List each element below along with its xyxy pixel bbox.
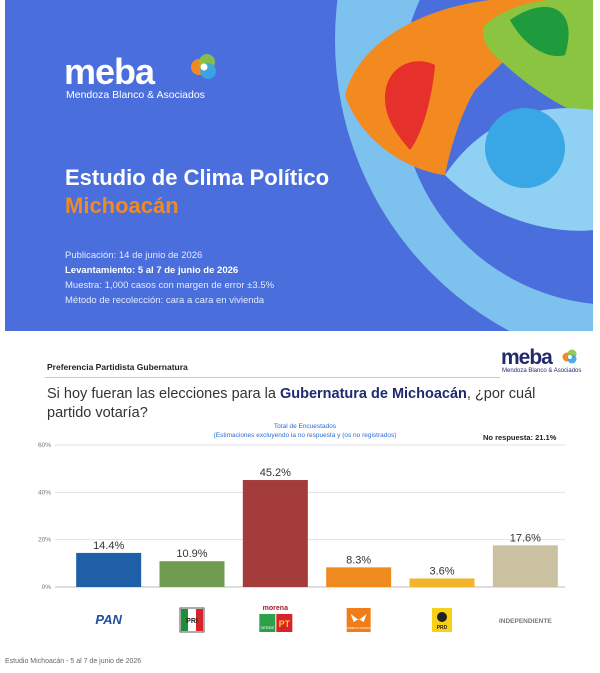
sample-info: Muestra: 1,000 casos con margen de error… — [65, 280, 275, 291]
logo-mark-icon — [562, 349, 577, 364]
bar-6 — [492, 545, 558, 587]
cover-logo-subtitle: Mendoza Blanco & Asociados — [66, 89, 205, 101]
section-divider — [45, 377, 500, 378]
bar-1 — [76, 552, 142, 587]
bar-chart: 0% 20% 40% 60% 14.4% 10.9% 45.2% 8.3% 3.6% 17.6% P… — [38, 442, 565, 633]
footer-text: Estudio Michoacán - 5 al 7 de junio de 2… — [5, 658, 142, 665]
question-text-bold: Gubernatura de Michoacán — [279, 386, 467, 402]
pt-logo-text: PT — [279, 619, 291, 629]
bar-value-label: 45.2% — [260, 467, 291, 479]
bar-2 — [159, 561, 225, 587]
question-text-end: , ¿por cuál partido votaría? — [47, 386, 536, 421]
pt-logo-box — [276, 614, 293, 632]
pri-logo-green — [181, 609, 188, 631]
y-tick-label: 0% — [42, 584, 52, 591]
survey-question: Si hoy fueran las elecciones para la Gub… — [47, 385, 567, 423]
y-tick-label: 20% — [38, 537, 51, 544]
legend-line-note: (Estimaciones excluyendo la no respuesta… — [213, 432, 397, 439]
chart-slide: Preferencia Partidista Gubernatura meba … — [5, 340, 593, 673]
slide-logo-subtitle: Mendoza Blanco & Asociados — [502, 368, 582, 374]
slide-logo: meba — [501, 346, 553, 369]
section-title: Preferencia Partidista Gubernatura — [47, 362, 188, 372]
bar-4 — [326, 567, 392, 587]
deco-red-petal — [384, 61, 435, 150]
cover-decoration — [335, 0, 593, 331]
independiente-label: INDEPENDIENTE — [499, 618, 552, 625]
cover-slide: meba Mendoza Blanco & Asociados Estudio … — [5, 0, 593, 331]
bar-value-label: 8.3% — [346, 554, 371, 566]
verde-logo-text: VERDE — [260, 625, 274, 630]
legend-line-total: Total de Encuestados — [273, 423, 337, 430]
bar-5 — [409, 578, 475, 587]
fieldwork-dates: Levantamiento: 5 al 7 de junio de 2026 — [65, 265, 239, 276]
verde-logo-box — [259, 614, 276, 632]
pri-logo-red — [196, 609, 203, 631]
bar-value-label: 17.6% — [510, 532, 541, 544]
pri-logo-text: PRI — [186, 618, 198, 625]
cover-subtitle: Michoacán — [65, 193, 179, 218]
publication-date: Publicación: 14 de junio de 2026 — [65, 250, 203, 261]
question-text-start: Si hoy fueran las elecciones para la — [47, 386, 280, 402]
no-response-label: No respuesta: 21.1% — [483, 433, 557, 442]
mc-logo-text: MOVIMIENTO CIUDADANO — [342, 626, 375, 630]
method-info: Método de recolección: cara a cara en vi… — [65, 295, 265, 306]
bar-value-label: 14.4% — [93, 540, 124, 552]
pan-logo: PAN — [95, 612, 122, 627]
mc-logo-eagle — [350, 614, 367, 622]
morena-logo: morena — [263, 605, 288, 612]
cover-title: Estudio de Clima Político — [65, 165, 330, 190]
bar-3 — [242, 480, 308, 587]
bar-value-label: 3.6% — [429, 565, 454, 577]
cover-logo: meba — [64, 51, 155, 92]
prd-logo-sun — [437, 612, 447, 622]
logo-mark-icon — [191, 54, 216, 79]
deco-dark-green-petal — [510, 6, 569, 57]
chart-legend-title: Total de Encuestados (Estimaciones exclu… — [155, 422, 455, 440]
bar-value-label: 10.9% — [176, 548, 207, 560]
y-tick-label: 40% — [38, 489, 51, 496]
prd-logo-text: PRD — [437, 625, 448, 631]
y-tick-label: 60% — [38, 442, 51, 449]
deco-blue-circle — [485, 108, 565, 188]
